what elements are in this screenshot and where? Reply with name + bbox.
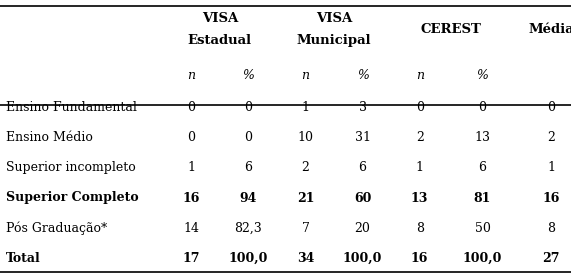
- Text: 81: 81: [474, 191, 491, 205]
- Text: 0: 0: [187, 101, 195, 114]
- Text: 7: 7: [301, 222, 309, 235]
- Text: 1: 1: [547, 161, 555, 174]
- Text: 1: 1: [416, 161, 424, 174]
- Text: 17: 17: [183, 252, 200, 265]
- Text: 8: 8: [547, 222, 555, 235]
- Text: 13: 13: [411, 191, 428, 205]
- Text: %: %: [243, 69, 254, 82]
- Text: %: %: [357, 69, 368, 82]
- Text: 1: 1: [301, 101, 309, 114]
- Text: Superior Completo: Superior Completo: [6, 191, 138, 205]
- Text: 20: 20: [355, 222, 371, 235]
- Text: CEREST: CEREST: [421, 23, 481, 36]
- Text: Média: Média: [528, 23, 571, 36]
- Text: 14: 14: [183, 222, 199, 235]
- Text: Ensino Fundamental: Ensino Fundamental: [6, 101, 136, 114]
- Text: 94: 94: [240, 191, 257, 205]
- Text: 27: 27: [542, 252, 560, 265]
- Text: 13: 13: [475, 131, 490, 144]
- Text: 0: 0: [478, 101, 486, 114]
- Text: VISA: VISA: [316, 12, 352, 25]
- Text: 2: 2: [416, 131, 424, 144]
- Text: 16: 16: [411, 252, 428, 265]
- Text: 8: 8: [416, 222, 424, 235]
- Text: 10: 10: [297, 131, 313, 144]
- Text: 82,3: 82,3: [235, 222, 262, 235]
- Text: Pós Graduação*: Pós Graduação*: [6, 221, 107, 235]
- Text: 0: 0: [244, 101, 252, 114]
- Text: Superior incompleto: Superior incompleto: [6, 161, 135, 174]
- Text: 50: 50: [475, 222, 490, 235]
- Text: 6: 6: [359, 161, 367, 174]
- Text: 0: 0: [416, 101, 424, 114]
- Text: 100,0: 100,0: [229, 252, 268, 265]
- Text: 2: 2: [301, 161, 309, 174]
- Text: 6: 6: [478, 161, 486, 174]
- Text: 1: 1: [187, 161, 195, 174]
- Text: Ensino Médio: Ensino Médio: [6, 131, 93, 144]
- Text: n: n: [187, 69, 195, 82]
- Text: 0: 0: [187, 131, 195, 144]
- Text: n: n: [301, 69, 309, 82]
- Text: VISA: VISA: [202, 12, 238, 25]
- Text: 21: 21: [297, 191, 314, 205]
- Text: 6: 6: [244, 161, 252, 174]
- Text: 100,0: 100,0: [343, 252, 382, 265]
- Text: Municipal: Municipal: [297, 34, 371, 47]
- Text: 60: 60: [354, 191, 371, 205]
- Text: %: %: [477, 69, 488, 82]
- Text: 16: 16: [183, 191, 200, 205]
- Text: Estadual: Estadual: [188, 34, 252, 47]
- Text: 0: 0: [244, 131, 252, 144]
- Text: Total: Total: [6, 252, 41, 265]
- Text: 100,0: 100,0: [463, 252, 502, 265]
- Text: n: n: [416, 69, 424, 82]
- Text: 2: 2: [547, 131, 555, 144]
- Text: 16: 16: [542, 191, 560, 205]
- Text: 3: 3: [359, 101, 367, 114]
- Text: 0: 0: [547, 101, 555, 114]
- Text: 34: 34: [297, 252, 314, 265]
- Text: 31: 31: [355, 131, 371, 144]
